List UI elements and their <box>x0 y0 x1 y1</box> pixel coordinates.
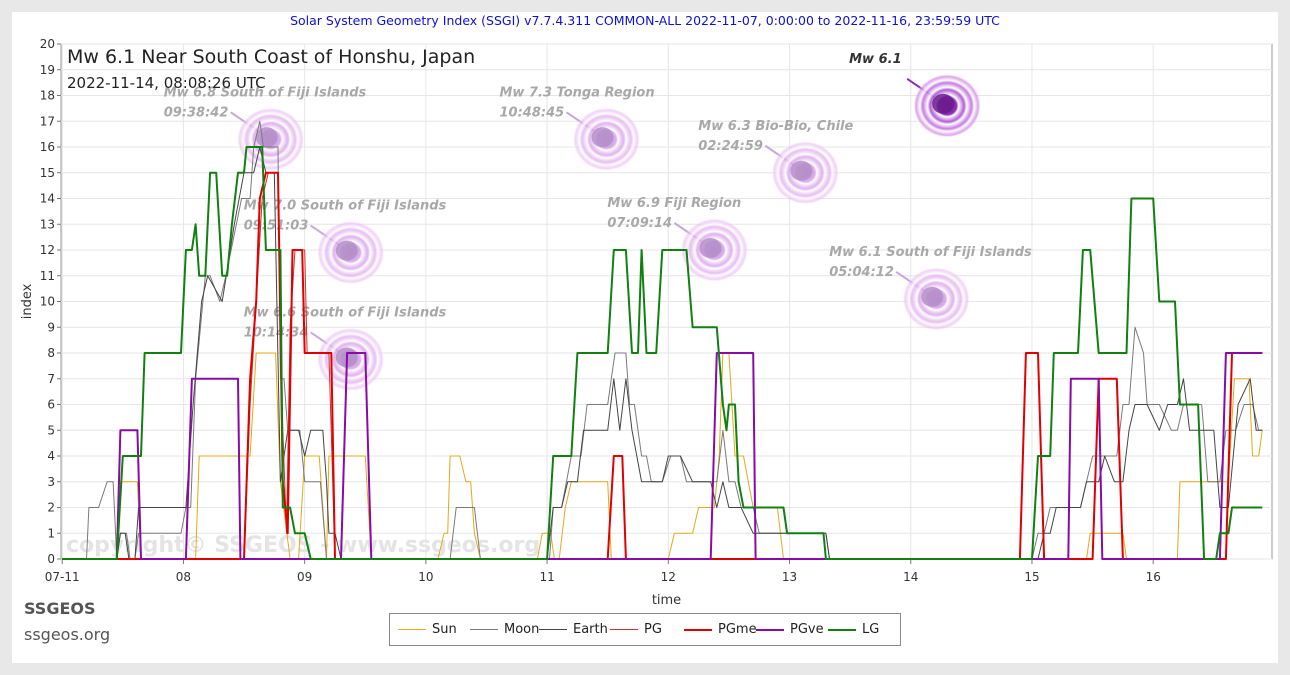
y-tick-label: 13 <box>40 217 55 231</box>
legend-label: Sun <box>432 622 457 637</box>
legend-swatch <box>398 629 426 630</box>
legend-label: PG <box>644 622 662 637</box>
series-line-earth <box>62 146 1263 560</box>
marker-label: Mw 6.9 Fiji Region <box>607 196 741 211</box>
earthquake-marker: Mw 6.9 Fiji Region 07:09:14 <box>607 196 749 282</box>
marker-time: 10:48:45 <box>499 105 564 120</box>
x-tick-label: 11 <box>539 570 554 584</box>
x-tick-label: 12 <box>661 570 676 584</box>
marker-time: 09:38:42 <box>164 105 229 120</box>
chart-legend: Sun Moon Earth PG PGme PGve LG <box>389 613 901 646</box>
x-tick-label: 14 <box>903 570 918 584</box>
header-title: Solar System Geometry Index (SSGI) v7.7.… <box>290 13 1000 28</box>
quake-center-icon <box>335 240 358 261</box>
y-tick-label: 19 <box>40 63 55 77</box>
series-line-lg <box>62 146 1263 560</box>
legend-item-pgve: PGve <box>756 614 824 645</box>
marker-label: Mw 6.3 Bio-Bio, Chile <box>698 119 853 134</box>
brand-url[interactable]: ssgeos.org <box>24 625 111 644</box>
marker-time: 05:04:12 <box>829 265 894 280</box>
quake-center-icon <box>255 127 278 148</box>
y-tick-label: 10 <box>40 295 55 309</box>
earthquake-marker: Mw 6.6 South of Fiji Islands 10:14:34 <box>244 305 447 392</box>
x-tick-label: 07-11 <box>45 570 80 584</box>
earthquake-marker: Mw 6.1 <box>849 52 982 138</box>
legend-item-sun: Sun <box>398 614 457 645</box>
legend-swatch <box>470 629 498 630</box>
y-tick-label: 1 <box>47 526 55 540</box>
earthquake-marker: Mw 6.3 Bio-Bio, Chile 02:24:59 <box>698 119 853 205</box>
y-tick-label: 7 <box>47 372 55 386</box>
legend-item-pgme: PGme <box>684 614 757 645</box>
marker-time: 10:14:34 <box>244 325 309 340</box>
x-tick-label: 10 <box>418 570 433 584</box>
legend-swatch <box>684 628 712 631</box>
legend-label: PGve <box>790 622 824 637</box>
y-tick-label: 8 <box>47 346 55 360</box>
y-tick-label: 9 <box>47 320 55 334</box>
legend-label: PGme <box>718 622 757 637</box>
legend-item-earth: Earth <box>539 614 608 645</box>
y-tick-label: 0 <box>47 552 55 566</box>
x-tick-label: 13 <box>782 570 797 584</box>
watermark: copyright© SSGEOS - www.ssgeos.org <box>66 533 540 558</box>
y-tick-label: 11 <box>40 269 55 283</box>
earthquake-marker: Mw 6.8 South of Fiji Islands 09:38:42 <box>164 85 367 172</box>
x-tick-label: 16 <box>1146 570 1161 584</box>
legend-item-pg: PG <box>610 614 662 645</box>
legend-label: Moon <box>504 622 540 637</box>
x-tick-label: 15 <box>1024 570 1039 584</box>
marker-label: Mw 7.3 Tonga Region <box>499 85 654 100</box>
x-tick-label: 08 <box>176 570 191 584</box>
marker-label: Mw 7.0 South of Fiji Islands <box>244 199 447 214</box>
y-tick-label: 15 <box>40 166 55 180</box>
y-tick-label: 18 <box>40 89 55 103</box>
quake-center-icon <box>591 127 614 148</box>
y-axis-label: index <box>20 283 35 319</box>
quake-center-icon <box>932 93 955 114</box>
marker-time: 09:51:03 <box>244 219 309 234</box>
y-tick-label: 6 <box>47 398 55 412</box>
chart-title: Mw 6.1 Near South Coast of Honshu, Japan <box>67 46 475 68</box>
marker-label: Mw 6.1 South of Fiji Islands <box>829 245 1032 260</box>
y-tick-label: 12 <box>40 243 55 257</box>
earthquake-marker: Mw 6.1 South of Fiji Islands 05:04:12 <box>829 245 1032 331</box>
legend-label: LG <box>862 622 880 637</box>
earthquake-marker: Mw 7.3 Tonga Region 10:48:45 <box>499 85 655 172</box>
quake-center-icon <box>921 286 944 307</box>
marker-label: Mw 6.1 <box>849 52 902 67</box>
y-tick-label: 20 <box>40 37 55 51</box>
y-tick-label: 14 <box>40 192 55 206</box>
legend-swatch <box>756 628 784 631</box>
marker-label: Mw 6.8 South of Fiji Islands <box>164 85 367 100</box>
legend-label: Earth <box>573 622 608 637</box>
x-axis-label: time <box>652 593 681 608</box>
marker-time: 07:09:14 <box>607 216 672 231</box>
y-tick-label: 17 <box>40 114 55 128</box>
marker-label: Mw 6.6 South of Fiji Islands <box>244 305 447 320</box>
legend-swatch <box>828 628 856 631</box>
brand-name: SSGEOS <box>24 599 96 618</box>
x-tick-label: 09 <box>297 570 312 584</box>
legend-swatch <box>610 629 638 630</box>
quake-center-icon <box>699 238 722 258</box>
legend-item-lg: LG <box>828 614 879 645</box>
y-tick-label: 16 <box>40 140 55 154</box>
marker-time: 02:24:59 <box>698 139 763 154</box>
y-tick-label: 4 <box>47 449 55 463</box>
legend-swatch <box>539 629 567 630</box>
legend-item-moon: Moon <box>470 614 539 645</box>
quake-center-icon <box>790 160 813 181</box>
chart-subtitle: 2022-11-14, 08:08:26 UTC <box>67 74 266 92</box>
y-tick-label: 5 <box>47 423 55 437</box>
y-tick-label: 2 <box>47 501 55 515</box>
y-tick-label: 3 <box>47 475 55 489</box>
